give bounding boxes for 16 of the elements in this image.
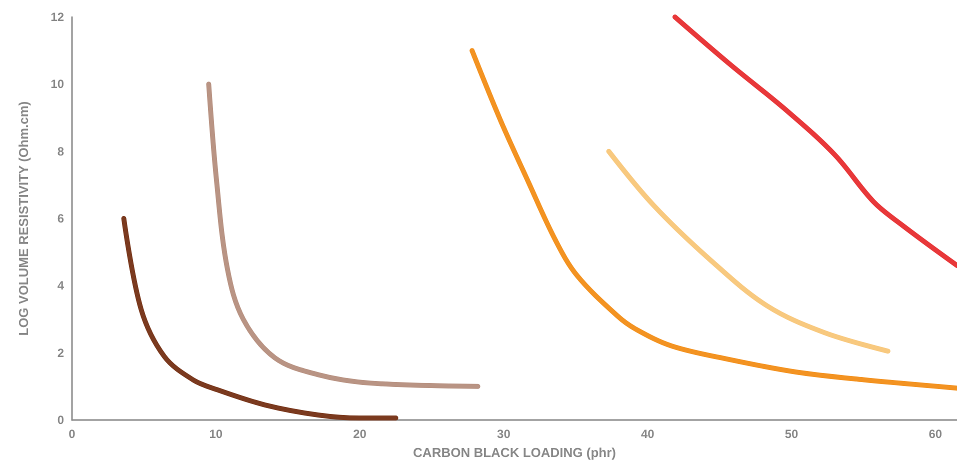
y-axis-title: LOG VOLUME RESISTIVITY (Ohm.cm) [16, 101, 31, 336]
y-tick-label: 6 [57, 212, 64, 226]
x-tick-label: 20 [353, 427, 367, 441]
x-tick-label: 30 [497, 427, 511, 441]
x-axis-title: CARBON BLACK LOADING (phr) [413, 445, 616, 460]
y-tick-label: 4 [57, 278, 64, 293]
y-tick-label: 12 [50, 10, 64, 24]
x-tick-label: 60 [928, 427, 942, 441]
x-tick-label: 10 [209, 427, 223, 441]
x-tick-label: 0 [68, 427, 76, 441]
x-tick-label: 50 [784, 427, 799, 441]
y-tick-label: 2 [57, 346, 64, 360]
y-tick-label: 8 [57, 144, 64, 158]
y-tick-label: 10 [50, 77, 64, 92]
y-tick-label: 0 [57, 413, 64, 427]
x-tick-label: 40 [640, 427, 655, 441]
